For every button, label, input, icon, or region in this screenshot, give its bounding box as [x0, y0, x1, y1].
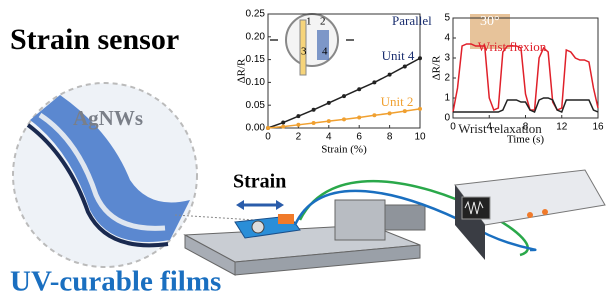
data-point: [372, 113, 376, 117]
series-label: Wrist relaxation: [458, 121, 542, 136]
y-tick-label: 0.00: [246, 123, 266, 134]
x-tick-label: 6: [356, 132, 362, 143]
series-line: [453, 98, 598, 112]
title: Strain sensor: [10, 23, 179, 56]
inset-label: 3: [301, 46, 307, 58]
data-point: [281, 121, 285, 125]
y-tick-label: 0.15: [246, 54, 266, 65]
x-tick-label: 4: [326, 132, 332, 143]
data-point: [418, 56, 422, 60]
figure: Strain sensor UV-curable films AgNWs Str…: [0, 0, 610, 301]
data-point: [418, 107, 422, 111]
y-tick-label: 3: [444, 53, 450, 64]
data-point: [403, 64, 407, 68]
inset-label: 1: [306, 16, 312, 28]
y-tick-label: 1: [444, 93, 450, 104]
data-point: [312, 108, 316, 112]
y-axis-title: ΔR/R: [236, 58, 248, 83]
zoom-line: [175, 215, 255, 220]
x-tick-label: 0: [450, 122, 456, 133]
subtitle: UV-curable films: [10, 266, 221, 298]
data-point: [388, 111, 392, 115]
inset-diagram: [270, 14, 354, 75]
data-point: [327, 101, 331, 105]
data-point: [357, 116, 361, 120]
annotation: 30°: [480, 14, 500, 29]
multimeter: [455, 170, 605, 260]
y-tick-label: 0.05: [246, 100, 266, 111]
x-tick-label: 16: [592, 122, 604, 133]
y-tick-label: 4: [444, 33, 450, 44]
data-point: [281, 125, 285, 129]
data-point: [266, 126, 270, 130]
data-point: [357, 87, 361, 91]
series-label: Unit 2: [381, 94, 414, 109]
x-tick-label: 10: [414, 132, 426, 143]
data-point: [327, 119, 331, 123]
data-point: [342, 94, 346, 98]
data-point: [296, 123, 300, 127]
annotation: Parallel: [392, 13, 432, 28]
series-label: Unit 4: [382, 48, 415, 63]
inset-label: 4: [322, 46, 328, 58]
series-label: Wrist flexion: [478, 39, 547, 54]
x-axis-title: Strain (%): [321, 144, 367, 156]
data-point: [388, 73, 392, 77]
x-tick-label: 0: [265, 132, 271, 143]
y-tick-label: 2: [444, 73, 450, 84]
data-point: [372, 80, 376, 84]
strain-label: Strain: [233, 171, 286, 193]
x-tick-label: 12: [556, 122, 568, 133]
inset-label: 2: [320, 16, 326, 28]
y-tick-label: 0.10: [246, 77, 266, 88]
y-tick-label: 0: [444, 113, 450, 124]
agnws-label: AgNWs: [73, 106, 143, 130]
y-axis-title: ΔR/R: [431, 55, 443, 80]
y-tick-label: 5: [444, 13, 450, 24]
data-point: [296, 114, 300, 118]
y-tick-label: 0.25: [246, 9, 266, 20]
x-tick-label: 2: [296, 132, 302, 143]
data-point: [342, 117, 346, 121]
y-tick-label: 0.20: [246, 31, 266, 42]
x-tick-label: 8: [387, 132, 393, 143]
data-point: [312, 121, 316, 125]
data-point: [403, 109, 407, 113]
